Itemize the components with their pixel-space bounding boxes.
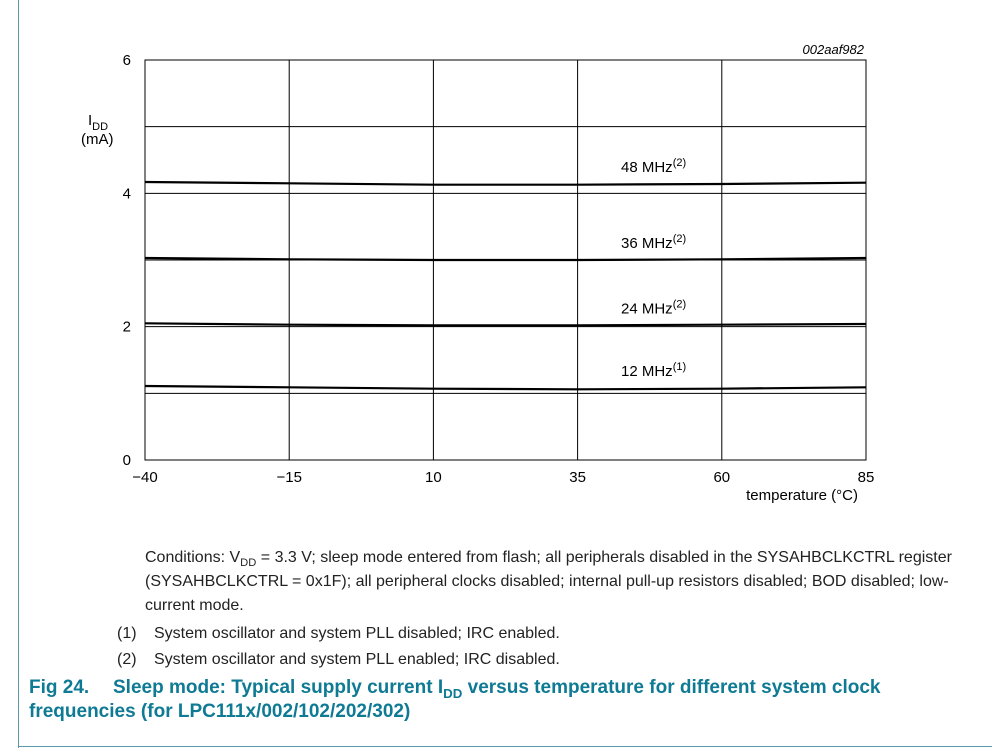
series-line: [144, 322, 867, 327]
x-tick-label: −15: [276, 469, 301, 486]
y-tick-label: 2: [123, 319, 131, 336]
series-line: [144, 180, 867, 186]
x-tick-label: 60: [713, 469, 730, 486]
conditions-prefix: Conditions: V: [145, 549, 241, 566]
x-tick-label: 85: [858, 469, 875, 486]
note-2-number: (2): [117, 651, 137, 668]
note-2-text: System oscillator and system PLL enabled…: [154, 651, 560, 668]
series-label: 12 MHz(1): [621, 361, 686, 380]
y-axis-label: IDD: [88, 112, 108, 133]
y-tick-label: 6: [123, 52, 131, 69]
figure-title-a: Sleep mode: Typical supply current I: [113, 677, 444, 698]
x-tick-label: 10: [425, 469, 442, 486]
y-tick-label: 0: [123, 452, 131, 469]
note-2: (2) System oscillator and system PLL enab…: [117, 648, 977, 672]
figure-code: 002aaf982: [803, 42, 865, 57]
conditions-text: Conditions: VDD = 3.3 V; sleep mode ente…: [145, 546, 965, 618]
y-tick-label: 4: [123, 185, 131, 202]
figure-title-b: versus temperature for different system …: [29, 677, 881, 722]
series-label: 36 MHz(2): [621, 233, 686, 252]
y-axis-unit: (mA): [81, 131, 114, 148]
series-label: 48 MHz(2): [621, 157, 686, 176]
frame-bottom-border: [18, 746, 992, 747]
note-1: (1) System oscillator and system PLL disa…: [117, 622, 977, 646]
frame-left-border: [18, 0, 19, 748]
x-tick-label: 35: [569, 469, 586, 486]
series-line: [144, 384, 867, 391]
note-1-number: (1): [117, 625, 137, 642]
figure-caption: Fig 24. Sleep mode: Typical supply curren…: [29, 676, 969, 724]
series-line: [144, 256, 867, 262]
x-tick-label: −40: [132, 469, 157, 486]
x-axis-label: temperature (°C): [746, 487, 858, 504]
conditions-rest: = 3.3 V; sleep mode entered from flash; …: [145, 549, 952, 614]
figure-number: Fig 24.: [29, 677, 90, 698]
conditions-subscript: DD: [240, 557, 257, 570]
note-1-text: System oscillator and system PLL disable…: [154, 625, 560, 642]
series-label: 24 MHz(2): [621, 298, 686, 317]
figure-title-subscript: DD: [443, 685, 463, 701]
